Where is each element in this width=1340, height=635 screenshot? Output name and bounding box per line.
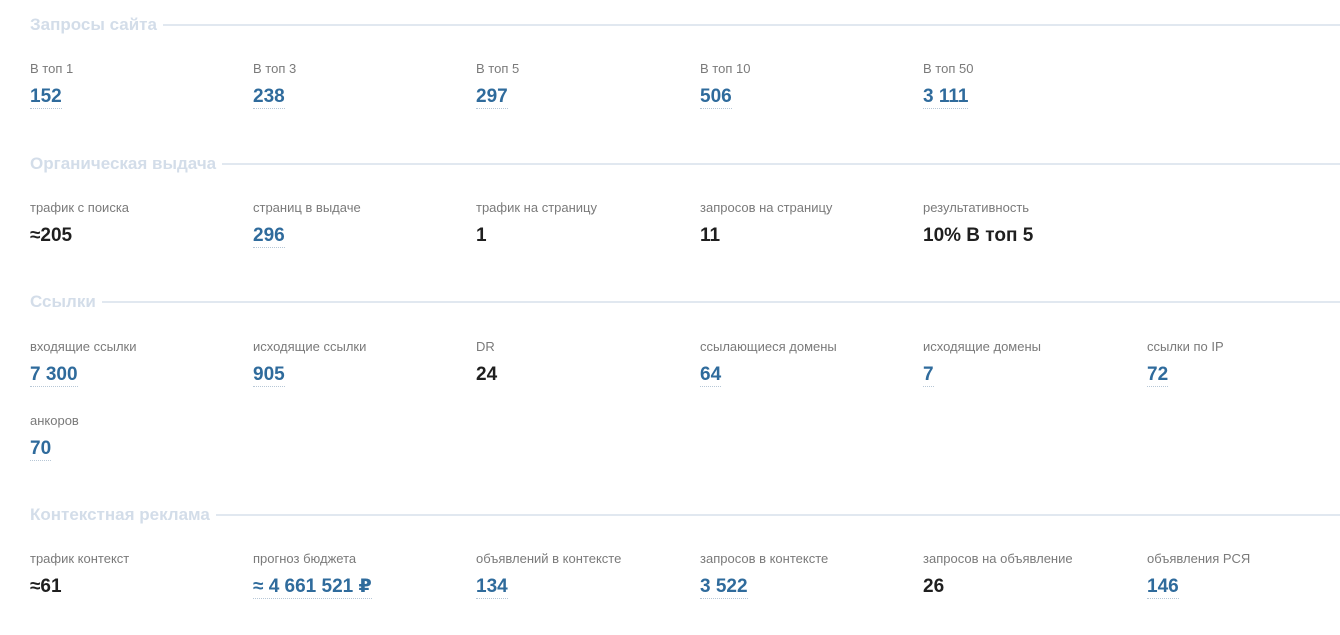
section-divider [222,163,1340,165]
metric-referring-domains: ссылающиеся домены 64 [700,339,920,387]
metric-label: объявления РСЯ [1147,551,1251,566]
metric-label: DR [476,339,495,354]
metric-traffic-per-page: трафик на страницу 1 [476,200,696,247]
metric-label: В топ 1 [30,61,74,76]
metric-search-traffic: трафик с поиска ≈205 [30,200,250,247]
metric-label: исходящие ссылки [253,339,367,354]
metric-value-link[interactable]: 152 [30,86,62,109]
metric-value-link[interactable]: 506 [700,86,732,109]
metric-label: страниц в выдаче [253,200,361,215]
metric-value-link[interactable]: 134 [476,576,508,599]
metric-top-3: В топ 3 238 [253,61,473,109]
section-header: Контекстная реклама [30,503,1340,527]
metric-effectiveness: результативность 10% В топ 5 [923,200,1143,247]
metric-top-50: В топ 50 3 111 [923,61,1143,109]
metric-label: В топ 5 [476,61,520,76]
metric-value-link[interactable]: 7 300 [30,364,78,387]
metric-value-link[interactable]: 146 [1147,576,1179,599]
metric-top-5: В топ 5 297 [476,61,696,109]
metric-value: 24 [476,364,498,385]
metric-value-link[interactable]: 7 [923,364,934,387]
section-divider [101,301,1340,303]
metric-label: входящие ссылки [30,339,137,354]
metric-label: ссылки по IP [1147,339,1224,354]
metric-label: запросов на объявление [923,551,1073,566]
metric-value-link[interactable]: 72 [1147,364,1169,387]
metric-outbound-links: исходящие ссылки 905 [253,339,473,387]
metric-value-link[interactable]: 3 111 [923,86,969,109]
metric-label: ссылающиеся домены [700,339,837,354]
metric-value-link[interactable]: ≈ 4 661 521 ₽ [253,576,372,599]
metric-queries-per-page: запросов на страницу 11 [700,200,920,247]
metric-label: трафик контекст [30,551,130,566]
metric-value-link[interactable]: 64 [700,364,722,387]
metric-label: трафик на страницу [476,200,597,215]
metric-ads-in-context: объявлений в контексте 134 [476,551,696,599]
metric-label: запросов на страницу [700,200,833,215]
metric-value: 26 [923,576,945,597]
section-title: Ссылки [30,292,96,311]
metric-value-link[interactable]: 296 [253,225,285,248]
metric-value-link[interactable]: 905 [253,364,285,387]
metric-value: ≈205 [30,225,73,246]
metric-label: запросов в контексте [700,551,829,566]
section-header: Органическая выдача [30,152,1340,176]
metric-label: анкоров [30,413,79,428]
metric-rsya-ads: объявления РСЯ 146 [1147,551,1337,599]
metric-label: исходящие домены [923,339,1041,354]
metric-pages-in-results: страниц в выдаче 296 [253,200,473,248]
metric-links-by-ip: ссылки по IP 72 [1147,339,1337,387]
metric-label: трафик с поиска [30,200,130,215]
section-divider [162,24,1340,26]
metric-top-1: В топ 1 152 [30,61,250,109]
section-header: Запросы сайта [30,13,1340,37]
metric-label: объявлений в контексте [476,551,622,566]
metric-label: В топ 50 [923,61,974,76]
section-divider [215,514,1340,516]
metric-label: результативность [923,200,1030,215]
metric-value: 10% В топ 5 [923,225,1034,246]
metric-budget-forecast: прогноз бюджета ≈ 4 661 521 ₽ [253,551,473,599]
metric-label: В топ 3 [253,61,297,76]
section-title: Контекстная реклама [30,505,210,524]
metric-context-traffic: трафик контекст ≈61 [30,551,250,598]
metric-queries-per-ad: запросов на объявление 26 [923,551,1143,598]
metric-queries-in-context: запросов в контексте 3 522 [700,551,920,599]
metric-anchors: анкоров 70 [30,413,250,461]
metric-label: прогноз бюджета [253,551,357,566]
metric-dr: DR 24 [476,339,696,386]
metric-value-link[interactable]: 238 [253,86,285,109]
section-header: Ссылки [30,290,1340,314]
metric-label: В топ 10 [700,61,751,76]
section-title: Органическая выдача [30,154,217,173]
metric-value: ≈61 [30,576,62,597]
metric-value: 11 [700,225,721,246]
section-title: Запросы сайта [30,15,157,34]
metric-value-link[interactable]: 3 522 [700,576,748,599]
metric-value-link[interactable]: 297 [476,86,508,109]
metric-value: 1 [476,225,487,246]
metric-outbound-domains: исходящие домены 7 [923,339,1143,387]
metric-top-10: В топ 10 506 [700,61,920,109]
metric-value-link[interactable]: 70 [30,438,52,461]
metric-inbound-links: входящие ссылки 7 300 [30,339,250,387]
